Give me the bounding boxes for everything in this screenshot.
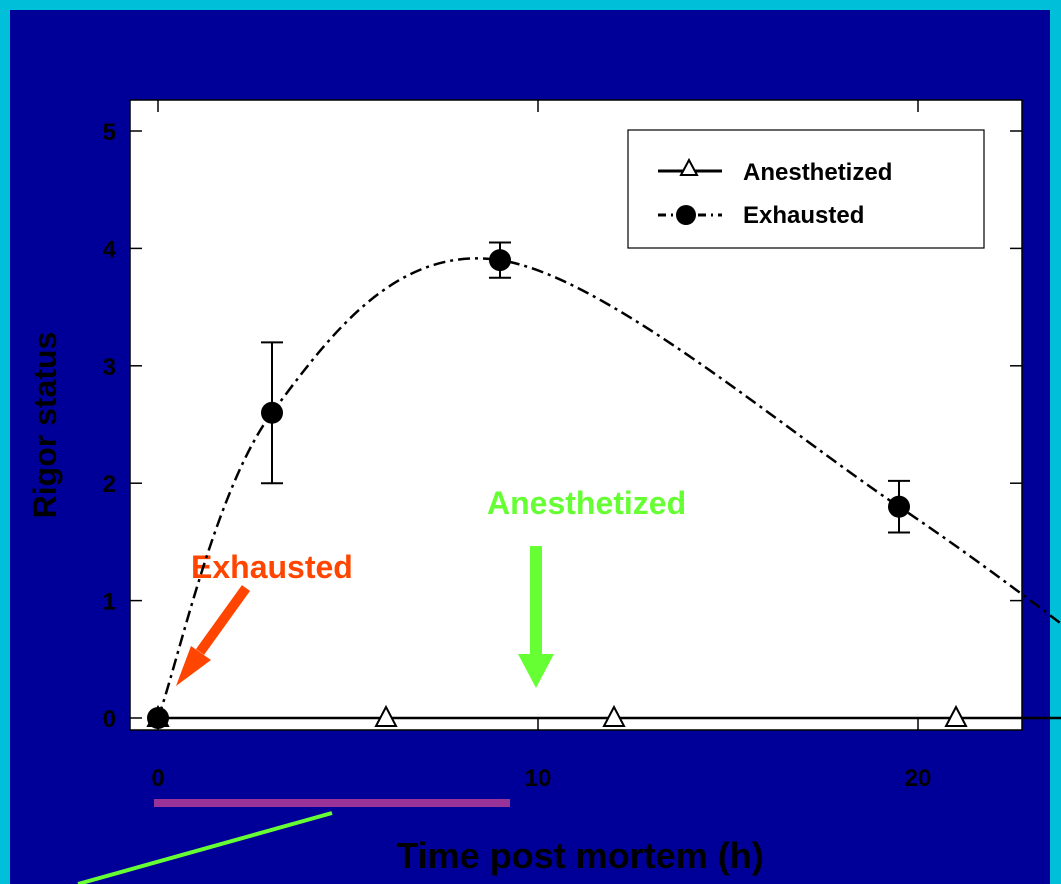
anesthetized-point: [602, 704, 626, 727]
pointer-line: [77, 811, 333, 884]
y-tick-label: 1: [103, 589, 116, 616]
axes: 0102030405060012345: [103, 100, 1022, 792]
legend: Anesthetized Exhausted: [627, 129, 985, 249]
anesthetized-arrow-shaft: [530, 546, 542, 656]
markers: [146, 249, 968, 729]
exhausted-point: [489, 249, 511, 272]
curves: [156, 257, 1061, 720]
anesthetized-arrow-head: [518, 654, 554, 688]
x-tick-label: 20: [905, 765, 932, 792]
legend-anesthetized-marker: [679, 157, 699, 176]
y-tick-label: 4: [103, 236, 117, 263]
exhausted-arrow-shaft: [195, 585, 251, 655]
exhausted-point: [261, 401, 283, 424]
exhausted-curve: [156, 257, 1061, 719]
y-tick-label: 2: [103, 471, 116, 498]
x-tick-label: 0: [151, 765, 164, 792]
anesthetized-point: [374, 704, 398, 727]
x-tick-label: 10: [525, 765, 552, 792]
exhausted-point: [147, 707, 169, 729]
legend-exhausted-marker: [676, 205, 696, 225]
exhausted-point: [888, 495, 910, 518]
anesthetized-point: [944, 704, 968, 727]
exhausted-arrow-head: [176, 646, 211, 686]
legend-box: [627, 129, 985, 249]
y-tick-label: 0: [103, 706, 116, 733]
anesthetized-curve: [158, 716, 1061, 720]
exhausted-annotation-label: Exhausted: [191, 549, 353, 585]
legend-exhausted-label: Exhausted: [743, 202, 864, 229]
anesthetized-annotation-label: Anesthetized: [487, 485, 686, 521]
highlight-bar: [154, 799, 510, 807]
y-tick-label: 3: [103, 354, 116, 381]
y-tick-label: 5: [103, 119, 116, 146]
y-axis-title: Rigor status: [27, 332, 63, 519]
legend-anesthetized-label: Anesthetized: [743, 159, 892, 186]
x-axis-title: Time post mortem (h): [396, 835, 763, 876]
